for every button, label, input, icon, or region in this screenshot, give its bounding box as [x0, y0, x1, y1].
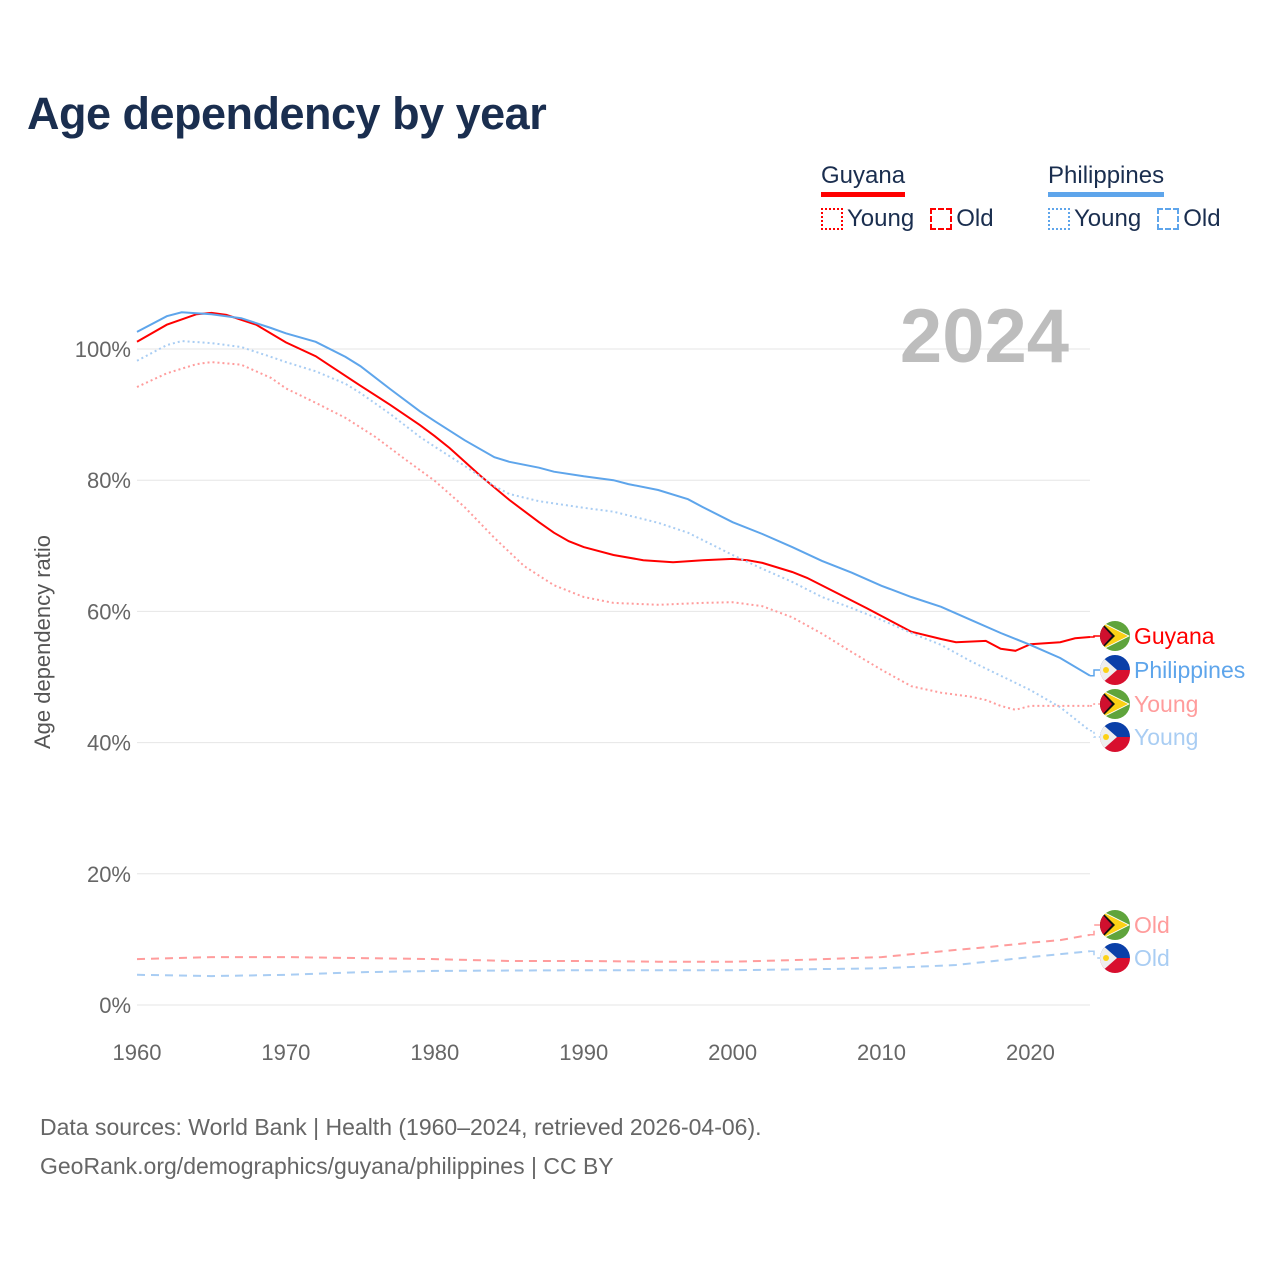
y-tick-label: 20%	[87, 862, 131, 887]
dashed-swatch-icon	[1157, 208, 1180, 230]
legend-header-philippines: Philippines	[1048, 162, 1165, 197]
y-tick-label: 40%	[87, 731, 131, 756]
dotted-swatch-icon	[1048, 208, 1070, 230]
series-line-philippines-young	[136, 340, 1091, 732]
label-connector	[1090, 950, 1100, 959]
series-end-label: Philippines	[1134, 657, 1245, 683]
legend-item-philippines-old[interactable]: Old	[1157, 205, 1221, 233]
footer: Data sources: World Bank | Health (1960–…	[40, 1108, 762, 1186]
series-end-label: Old	[1134, 945, 1170, 971]
label-connector	[1090, 635, 1100, 638]
philippines-flag-icon	[1100, 722, 1130, 752]
dashed-swatch-icon	[930, 208, 953, 230]
y-axis-label: Age dependency ratio	[30, 535, 55, 749]
y-tick-label: 80%	[87, 468, 131, 493]
guyana-flag-icon	[1100, 621, 1130, 651]
x-tick-label: 2020	[1006, 1040, 1055, 1065]
x-tick-label: 2000	[708, 1040, 757, 1065]
chart-title: Age dependency by year	[27, 88, 547, 139]
series-end-label: Young	[1134, 691, 1198, 717]
series-line-philippines-old	[136, 950, 1091, 978]
x-tick-label: 1970	[261, 1040, 310, 1065]
legend-header-guyana: Guyana	[821, 162, 906, 197]
legend-item-guyana-young[interactable]: Young	[821, 205, 914, 233]
philippines-flag-icon	[1100, 655, 1130, 685]
philippines-flag-icon	[1100, 943, 1130, 973]
legend-label: Young	[847, 205, 915, 232]
legend-label: Young	[1074, 205, 1142, 232]
series-line-guyana-old	[136, 933, 1091, 963]
legend-item-philippines-young[interactable]: Young	[1048, 205, 1141, 233]
guyana-flag-icon	[1100, 689, 1130, 719]
y-tick-label: 100%	[75, 337, 131, 362]
legend-group-guyana: Guyana Young Old	[821, 162, 994, 233]
series-line-guyana	[136, 311, 1091, 652]
legend-label: Old	[956, 205, 994, 232]
legend-item-guyana-old[interactable]: Old	[930, 205, 994, 233]
series-line-philippines	[136, 311, 1091, 677]
x-tick-label: 1990	[559, 1040, 608, 1065]
series-end-label: Young	[1134, 724, 1198, 750]
x-tick-label: 2010	[857, 1040, 906, 1065]
legend-group-philippines: Philippines Young Old	[1048, 162, 1221, 233]
y-tick-label: 0%	[99, 993, 131, 1018]
year-watermark: 2024	[900, 294, 1069, 379]
dotted-swatch-icon	[821, 208, 843, 230]
label-connector	[1090, 730, 1100, 738]
guyana-flag-icon	[1100, 910, 1130, 940]
x-tick-label: 1960	[113, 1040, 162, 1065]
series-end-label: Guyana	[1134, 623, 1215, 649]
series-end-label: Old	[1134, 912, 1170, 938]
label-connector	[1090, 924, 1100, 936]
series-line-guyana-young	[136, 361, 1090, 711]
legend-label: Old	[1183, 205, 1221, 232]
x-tick-label: 1980	[410, 1040, 459, 1065]
footer-sources: Data sources: World Bank | Health (1960–…	[40, 1114, 762, 1140]
label-connector	[1090, 669, 1100, 677]
y-tick-label: 60%	[87, 599, 131, 624]
footer-link[interactable]: GeoRank.org/demographics/guyana/philippi…	[40, 1153, 614, 1179]
label-connector	[1090, 703, 1100, 707]
